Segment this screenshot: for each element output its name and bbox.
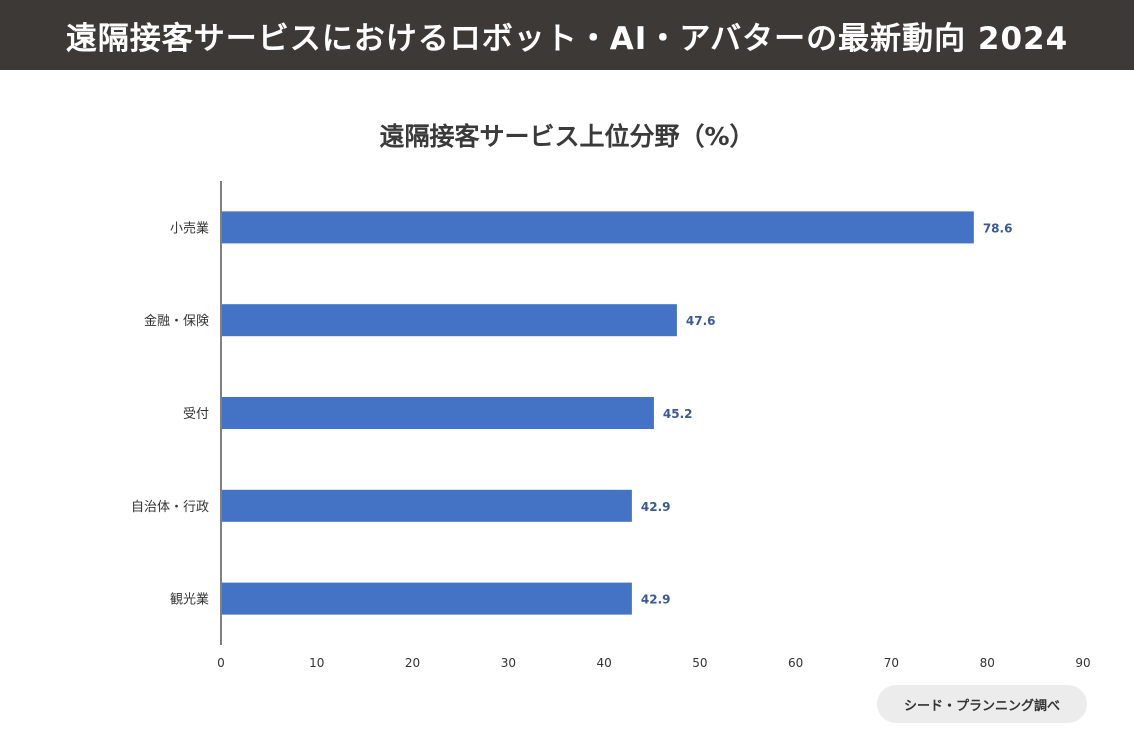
x-tick-label: 10	[309, 656, 324, 670]
category-label: 自治体・行政	[131, 500, 209, 515]
banner-title: 遠隔接客サービスにおけるロボット・AI・アバターの最新動向 2024	[65, 20, 1069, 57]
data-label: 78.6	[983, 221, 1013, 235]
source-badge: シード・プランニング調べ	[877, 685, 1087, 723]
x-tick-label: 60	[788, 656, 803, 670]
chart-title: 遠隔接客サービス上位分野（%）	[379, 122, 755, 151]
data-label: 42.9	[641, 593, 671, 607]
bar	[222, 582, 632, 615]
x-tick-label: 20	[405, 656, 420, 670]
category-label: 小売業	[170, 220, 209, 236]
x-tick-label: 80	[980, 656, 995, 670]
x-tick-label: 40	[596, 656, 611, 670]
bar	[222, 397, 654, 429]
data-label: 45.2	[663, 407, 693, 421]
bar	[222, 211, 974, 244]
x-tick-label: 30	[501, 656, 516, 670]
header-banner: 遠隔接客サービスにおけるロボット・AI・アバターの最新動向 2024	[0, 0, 1134, 70]
x-tick-label: 50	[692, 656, 707, 670]
x-tick-label: 90	[1075, 656, 1090, 670]
data-label: 47.6	[686, 314, 716, 328]
bar	[222, 489, 632, 522]
x-tick-label: 0	[217, 656, 225, 670]
category-label: 観光業	[170, 592, 209, 608]
category-label: 受付	[183, 407, 209, 422]
category-label: 金融・保険	[144, 313, 209, 329]
data-label: 42.9	[641, 500, 671, 514]
x-tick-label: 70	[884, 656, 899, 670]
bar	[222, 304, 677, 337]
